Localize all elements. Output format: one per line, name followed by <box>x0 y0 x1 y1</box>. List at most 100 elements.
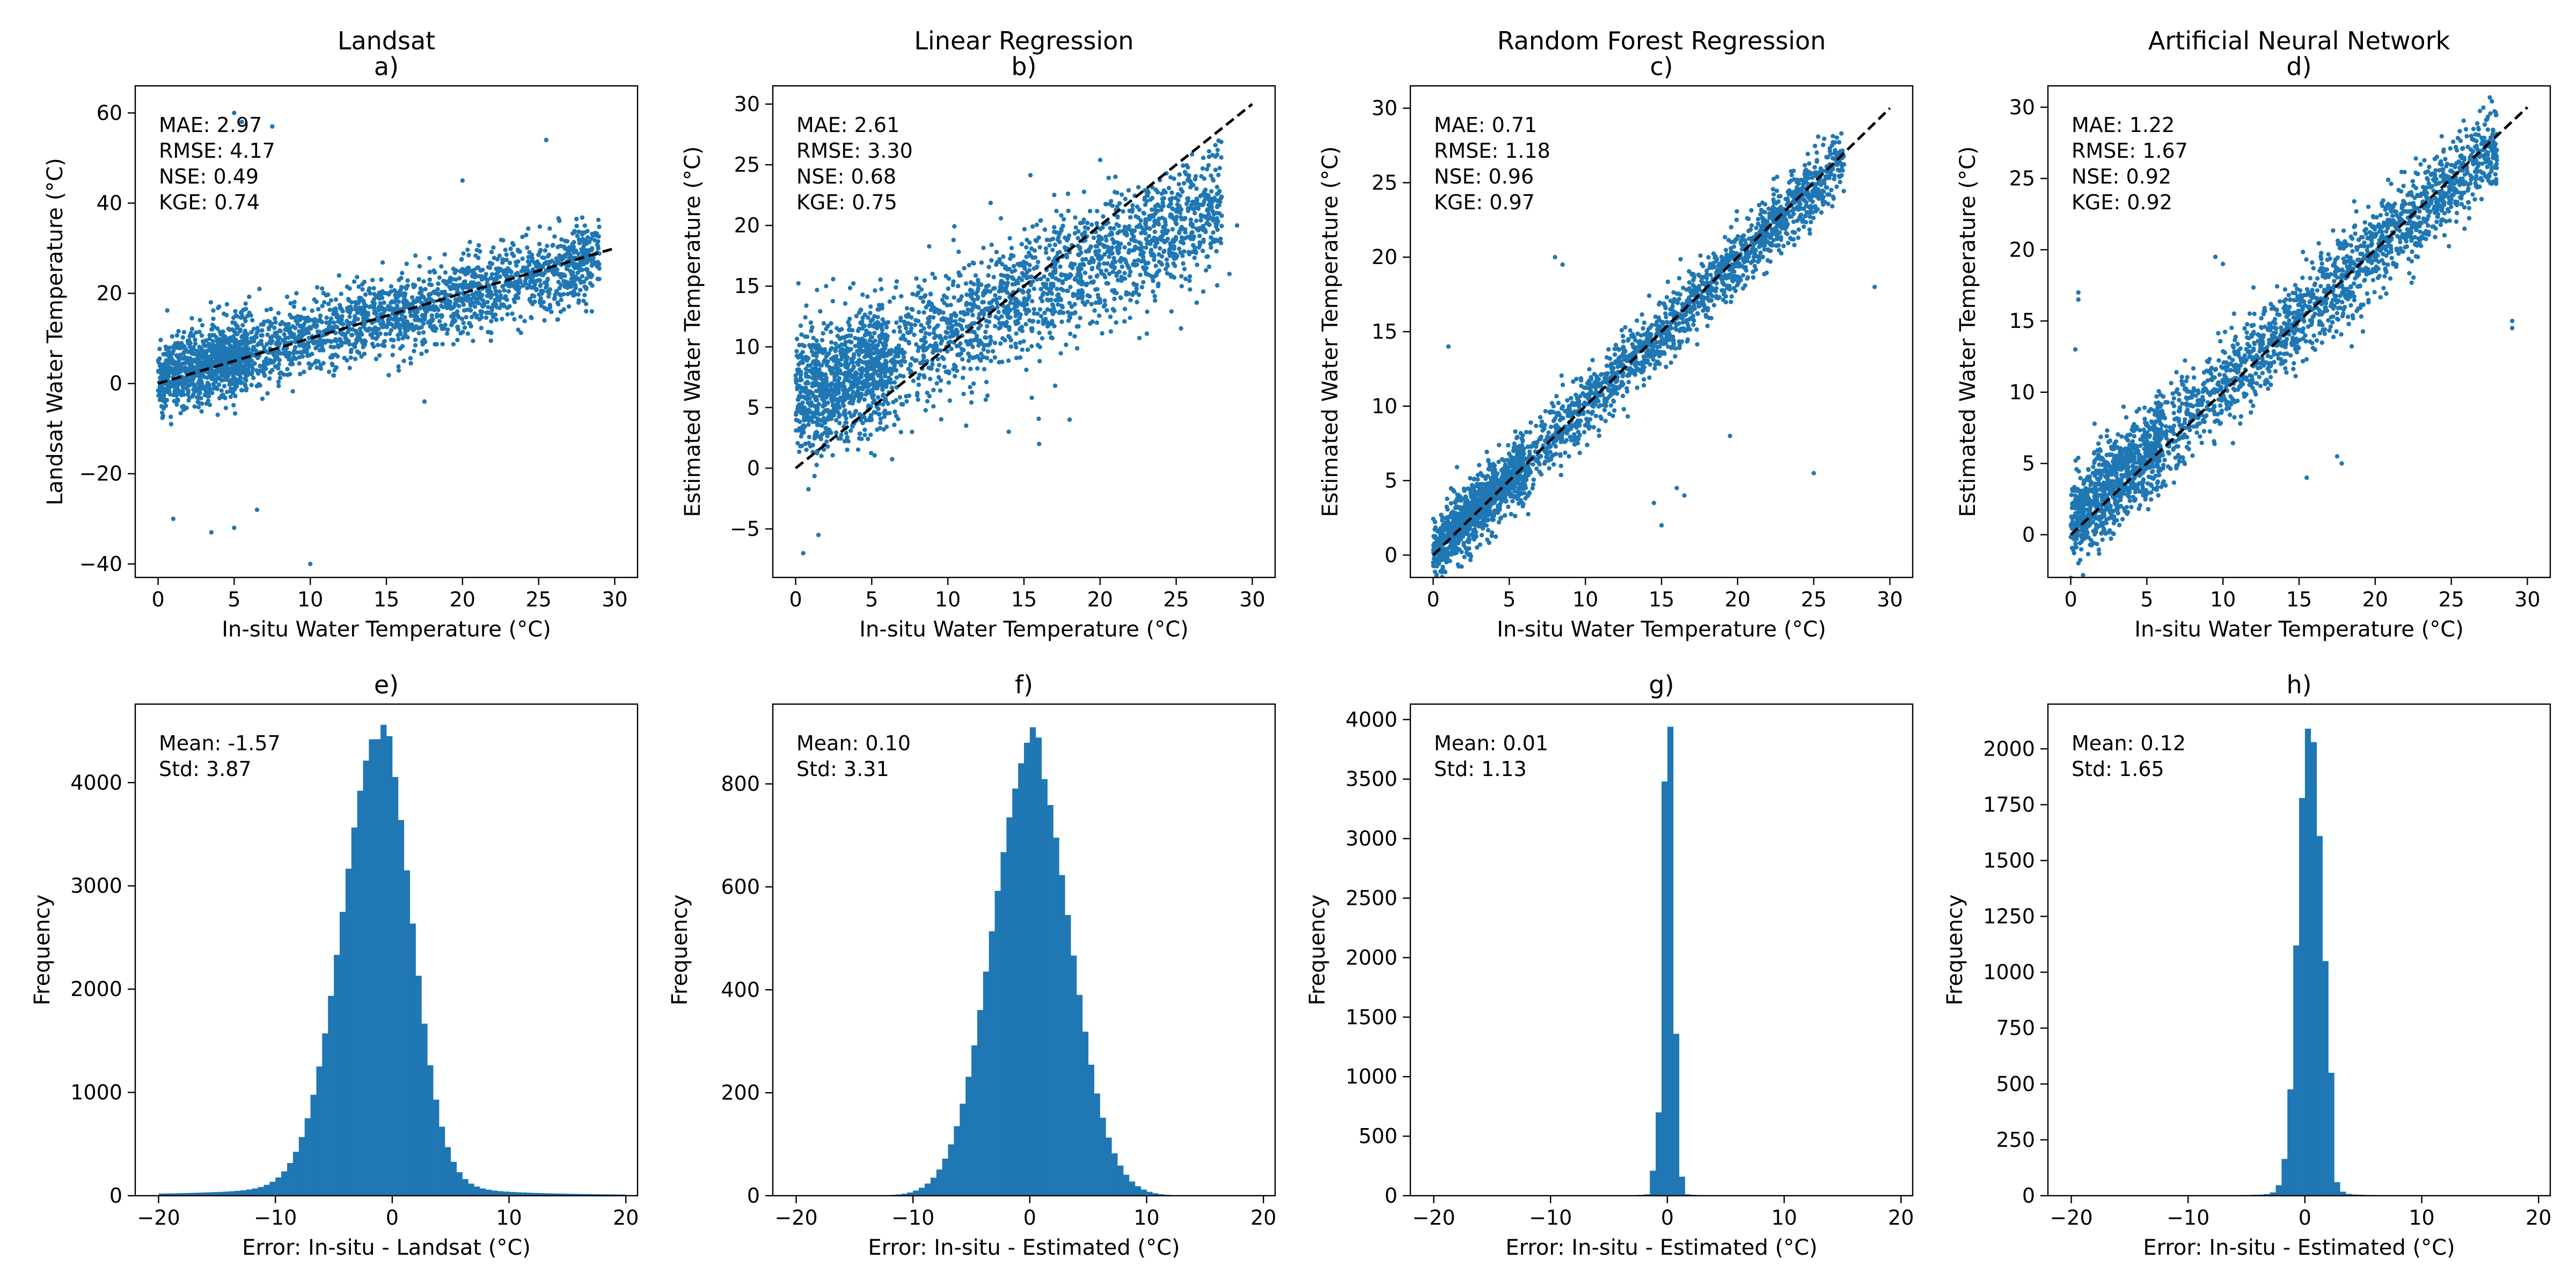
scatter-point <box>517 285 522 290</box>
scatter-point <box>503 271 508 276</box>
scatter-point <box>327 308 332 312</box>
scatter-point <box>561 307 566 312</box>
scatter-point <box>892 409 897 414</box>
scatter-point <box>797 383 802 389</box>
scatter-point <box>838 362 843 367</box>
scatter-point <box>303 346 308 352</box>
scatter-point <box>534 288 539 292</box>
scatter-point <box>366 288 371 293</box>
scatter-point <box>802 388 807 393</box>
scatter-point <box>488 260 493 266</box>
scatter-point <box>1027 250 1031 255</box>
scatter-point <box>1075 272 1080 277</box>
scatter-point <box>251 353 257 358</box>
scatter-point <box>873 363 878 369</box>
scatter-point <box>563 238 568 244</box>
scatter-point <box>542 305 547 310</box>
scatter-point <box>1042 227 1048 232</box>
scatter-point <box>408 313 413 318</box>
scatter-point <box>982 367 987 372</box>
scatter-point <box>524 276 529 281</box>
scatter-point <box>956 250 961 254</box>
scatter-point <box>928 376 933 382</box>
scatter-point <box>1191 182 1196 188</box>
scatter-point <box>904 399 909 404</box>
scatter-point <box>204 338 209 343</box>
scatter-point <box>382 309 387 313</box>
scatter-point <box>931 404 936 409</box>
scatter-point <box>1188 179 1193 184</box>
scatter-point <box>413 337 418 342</box>
scatter-point <box>421 305 426 310</box>
scatter-point <box>161 406 166 411</box>
scatter-point <box>1169 309 1174 314</box>
scatter-point <box>796 281 801 286</box>
scatter-point <box>209 365 214 370</box>
scatter-point <box>875 427 880 432</box>
scatter-point <box>875 355 880 360</box>
scatter-point <box>1037 358 1042 364</box>
scatter-point <box>591 255 596 261</box>
scatter-point <box>223 406 229 411</box>
scatter-point <box>170 334 174 339</box>
scatter-point <box>1089 222 1094 227</box>
scatter-point <box>822 447 826 452</box>
scatter-point <box>985 393 990 398</box>
scatter-point <box>156 369 161 374</box>
scatter-point <box>1194 218 1199 223</box>
scatter-point <box>580 267 585 272</box>
scatter-point <box>1187 278 1192 283</box>
scatter-point <box>836 404 841 409</box>
scatter-point <box>1168 201 1173 207</box>
scatter-point-outlier <box>422 399 427 404</box>
scatter-point <box>379 277 384 282</box>
scatter-point <box>547 226 552 231</box>
scatter-point <box>1006 315 1011 320</box>
scatter-point <box>196 389 201 394</box>
scatter-point <box>247 294 252 299</box>
scatter-point <box>378 304 383 309</box>
scatter-point <box>211 316 216 321</box>
scatter-point <box>402 296 407 301</box>
scatter-point <box>292 356 297 361</box>
scatter-point <box>988 200 993 206</box>
scatter-point <box>1214 248 1219 254</box>
scatter-point <box>814 389 819 393</box>
scatter-point <box>335 343 340 348</box>
scatter-point <box>582 279 587 284</box>
scatter-point <box>392 323 397 328</box>
scatter-point <box>1014 279 1019 283</box>
scatter-point <box>1057 250 1062 254</box>
scatter-point <box>1118 296 1123 301</box>
scatter-point <box>187 368 192 373</box>
scatter-point <box>812 473 817 479</box>
scatter-point <box>798 323 803 328</box>
scatter-point <box>581 298 586 303</box>
scatter-point <box>228 369 232 374</box>
scatter-point <box>344 336 349 341</box>
scatter-point <box>1206 211 1211 217</box>
scatter-point <box>1067 301 1072 305</box>
scatter-point <box>1000 336 1005 341</box>
scatter-point <box>859 371 864 376</box>
scatter-point <box>445 300 450 305</box>
scatter-point <box>1072 334 1077 339</box>
scatter-point <box>167 345 172 350</box>
scatter-point <box>566 247 572 252</box>
scatter-point <box>223 377 228 382</box>
scatter-point <box>372 301 377 306</box>
scatter-point <box>298 371 303 377</box>
scatter-point <box>178 411 183 415</box>
scatter-point <box>935 323 940 328</box>
scatter-point <box>806 400 810 405</box>
scatter-point <box>817 417 822 422</box>
scatter-point <box>1048 308 1053 313</box>
scatter-point <box>1160 233 1165 238</box>
scatter-point <box>243 319 248 324</box>
scatter-point <box>277 335 282 340</box>
scatter-point <box>451 311 456 317</box>
scatter-point <box>503 247 508 252</box>
scatter-point <box>229 386 233 391</box>
scatter-point <box>260 328 265 333</box>
scatter-point <box>362 314 367 319</box>
